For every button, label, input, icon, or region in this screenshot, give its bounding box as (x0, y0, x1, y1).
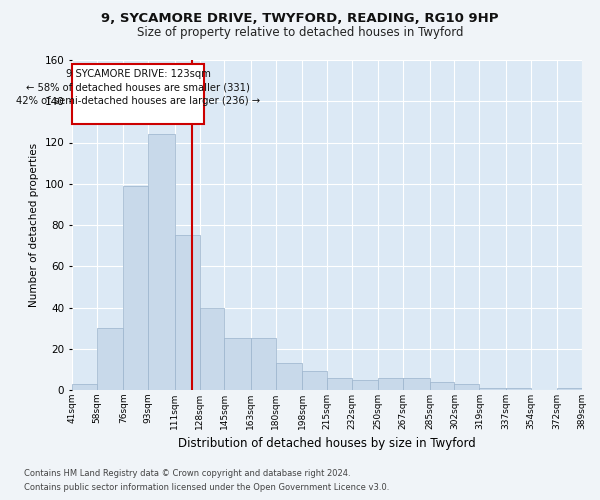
Bar (224, 338, 251, 390)
Bar (72, 384, 97, 390)
Text: Size of property relative to detached houses in Twyford: Size of property relative to detached ho… (137, 26, 463, 39)
Bar (123, 186, 148, 390)
Text: 42% of semi-detached houses are larger (236) →: 42% of semi-detached houses are larger (… (16, 96, 260, 106)
Bar (175, 236, 199, 390)
Text: 9, SYCAMORE DRIVE, TWYFORD, READING, RG10 9HP: 9, SYCAMORE DRIVE, TWYFORD, READING, RG1… (101, 12, 499, 26)
Text: ← 58% of detached houses are smaller (331): ← 58% of detached houses are smaller (33… (26, 83, 250, 93)
Bar (430, 382, 455, 390)
Bar (378, 378, 403, 390)
Bar (352, 380, 378, 390)
Bar (557, 388, 582, 390)
Bar (72, 64, 204, 124)
Bar (479, 388, 506, 390)
Bar (455, 384, 479, 390)
Bar (403, 378, 430, 390)
Bar (276, 363, 302, 390)
Text: Contains public sector information licensed under the Open Government Licence v3: Contains public sector information licen… (24, 484, 389, 492)
X-axis label: Distribution of detached houses by size in Twyford: Distribution of detached houses by size … (178, 438, 476, 450)
Bar (327, 378, 352, 390)
Y-axis label: Number of detached properties: Number of detached properties (29, 143, 39, 307)
Bar (251, 338, 276, 390)
Text: Contains HM Land Registry data © Crown copyright and database right 2024.: Contains HM Land Registry data © Crown c… (24, 468, 350, 477)
Bar (97, 328, 123, 390)
Text: 9 SYCAMORE DRIVE: 123sqm: 9 SYCAMORE DRIVE: 123sqm (65, 70, 211, 80)
Bar (302, 372, 327, 390)
Bar (199, 308, 224, 390)
Bar (148, 134, 175, 390)
Bar (506, 388, 531, 390)
